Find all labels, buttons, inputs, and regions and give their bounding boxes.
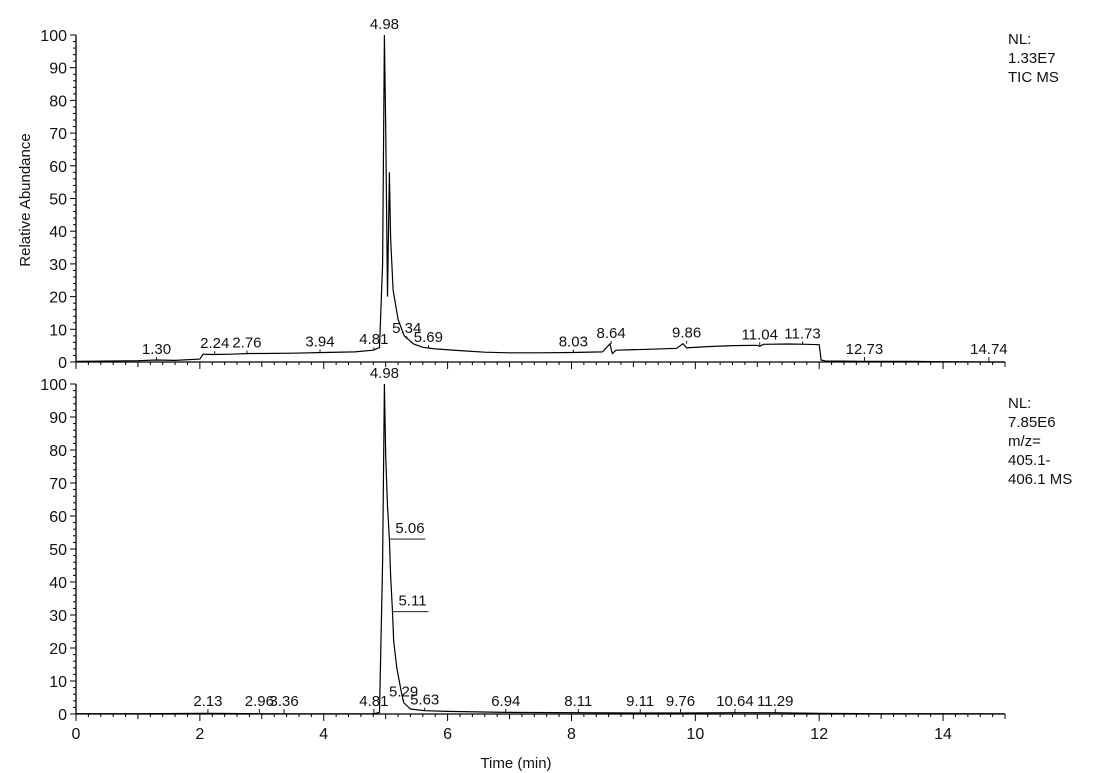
peak-label: 2.24 — [200, 335, 229, 352]
top-info-line-2: 1.33E7 — [1008, 50, 1056, 67]
bottom-y-ticks: 0 10 20 30 40 50 60 70 80 90 100 — [40, 377, 76, 724]
peak-label: 4.81 — [359, 331, 388, 348]
y-tick-label: 60 — [49, 159, 67, 176]
x-tick-label: 12 — [810, 726, 828, 743]
y-tick-label: 40 — [49, 224, 67, 241]
x-tick-label: 4 — [319, 726, 328, 743]
x-tick-label: 14 — [934, 726, 952, 743]
x-tick-label: 10 — [686, 726, 704, 743]
top-y-ticks: 0 10 20 30 40 50 60 70 80 90 100 — [40, 28, 1006, 372]
y-tick-label: 50 — [49, 542, 67, 559]
y-tick-label: 30 — [49, 257, 67, 274]
y-tick-label: 0 — [58, 707, 67, 724]
x-axis-label: Time (min) — [480, 755, 551, 772]
y-tick-label: 80 — [49, 93, 67, 110]
y-tick-label: 100 — [40, 28, 67, 45]
peak-label: 3.94 — [305, 334, 334, 351]
y-tick-label: 70 — [49, 126, 67, 143]
y-tick-label: 40 — [49, 575, 67, 592]
bottom-info-line-5: 406.1 MS — [1008, 471, 1072, 488]
peak-label: 8.64 — [597, 325, 626, 342]
peak-label: 5.11 — [398, 593, 426, 610]
peak-label: 9.11 — [626, 693, 654, 710]
bottom-info-line-1: NL: — [1008, 395, 1031, 412]
y-tick-label: 20 — [49, 290, 67, 307]
peak-label: 4.81 — [359, 693, 388, 710]
x-tick-label: 0 — [72, 726, 81, 743]
y-tick-label: 10 — [49, 322, 67, 339]
top-info-line-1: NL: — [1008, 31, 1031, 48]
peak-label: 9.76 — [666, 693, 695, 710]
y-tick-label: 10 — [49, 674, 67, 691]
peak-label: 4.98 — [370, 16, 399, 33]
peak-label: 11.73 — [784, 325, 820, 342]
bottom-info-line-3: m/z= — [1008, 433, 1041, 450]
bottom-info-line-2: 7.85E6 — [1008, 414, 1056, 431]
bottom-info-line-4: 405.1- — [1008, 452, 1051, 469]
y-tick-label: 0 — [58, 355, 67, 372]
y-tick-label: 100 — [40, 377, 67, 394]
peak-label: 5.63 — [410, 692, 439, 709]
y-axis-label: Relative Abundance — [17, 133, 34, 266]
peak-label: 5.06 — [395, 520, 424, 537]
peak-label: 8.03 — [559, 334, 588, 351]
peak-label: 5.69 — [414, 329, 443, 346]
y-tick-label: 70 — [49, 476, 67, 493]
peak-label: 11.04 — [742, 326, 778, 343]
y-tick-label: 90 — [49, 61, 67, 78]
x-tick-label: 6 — [443, 726, 452, 743]
peak-label: 14.74 — [970, 341, 1008, 358]
peak-label: 4.98 — [370, 365, 399, 382]
peak-label: 6.94 — [491, 693, 520, 710]
bottom-x-ticks: 0 2 4 6 8 10 12 14 — [72, 714, 1006, 743]
bottom-sim-trace — [76, 383, 1006, 715]
y-tick-label: 20 — [49, 641, 67, 658]
top-info-line-3: TIC MS — [1008, 69, 1059, 86]
peak-label: 2.96 — [245, 693, 274, 710]
y-tick-label: 60 — [49, 509, 67, 526]
y-tick-label: 90 — [49, 410, 67, 427]
bottom-peak-labels: 4.98 5.06 5.11 5.29 2.13 2.963.36 4.81 5.63 6.94… — [193, 365, 793, 714]
peak-label: 8.11 — [564, 693, 592, 710]
peak-label: 2.13 — [193, 693, 222, 710]
x-tick-label: 2 — [195, 726, 204, 743]
top-chromatogram-panel: 0 10 20 30 40 50 60 70 80 90 100 4.98 1.30 2.24 2.76 3… — [17, 16, 1059, 372]
peak-label: 11.29 — [757, 693, 793, 710]
peak-label: 5.29 — [389, 683, 418, 700]
y-tick-label: 50 — [49, 192, 67, 209]
peak-label: 1.30 — [142, 341, 171, 358]
peak-label: 3.36 — [269, 693, 298, 710]
peak-label: 2.76 — [232, 334, 261, 351]
peak-label: 9.86 — [672, 325, 701, 342]
bottom-chromatogram-panel: 0 10 20 30 40 50 60 70 80 90 100 0 2 4 6 8 10 12 14 4.98 5… — [40, 365, 1072, 772]
x-tick-label: 8 — [567, 726, 576, 743]
top-peak-labels: 4.981.30 2.24 2.76 3.94 4.815.345.69 8.038.64… — [142, 16, 1008, 362]
y-tick-label: 80 — [49, 443, 67, 460]
y-tick-label: 30 — [49, 608, 67, 625]
top-tic-trace — [75, 34, 1005, 363]
peak-label: 12.73 — [846, 341, 884, 358]
peak-label: 10.64 — [716, 693, 754, 710]
